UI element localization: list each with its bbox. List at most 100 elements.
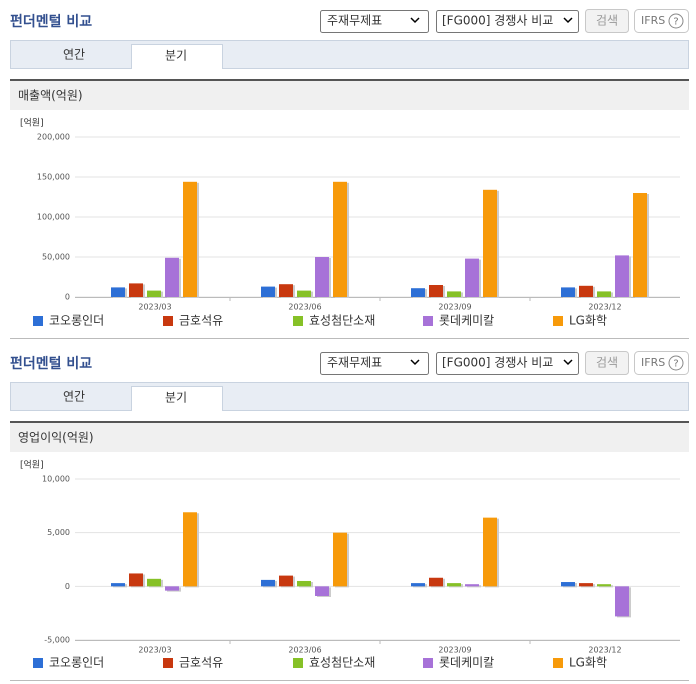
help-text: ? (673, 359, 678, 370)
section-header (10, 80, 689, 110)
select-text: 주재무제표 (327, 14, 382, 28)
bar (279, 575, 293, 587)
tab-bar (10, 40, 689, 69)
bar (411, 583, 425, 587)
help-icon (668, 13, 684, 29)
bar (297, 580, 311, 587)
unit-label: [억원] (20, 117, 44, 129)
bar (333, 181, 347, 297)
bar (183, 512, 197, 587)
tab[interactable]: 연간 (63, 390, 85, 404)
legend-label: 코오롱인더 (49, 656, 104, 670)
legend-label: 효성첨단소재 (309, 314, 375, 328)
bar (297, 290, 311, 297)
legend-label: LG화학 (569, 656, 607, 670)
panel-title: 펀더멘털 비교 (10, 355, 92, 372)
select[interactable] (320, 10, 429, 33)
x-tick-label: 2023/03 (138, 646, 171, 655)
bar (165, 586, 179, 591)
y-tick-label: 0 (65, 293, 70, 302)
y-tick-label: 200,000 (37, 133, 70, 142)
bar (315, 257, 329, 297)
bar (633, 193, 647, 297)
bar (483, 189, 497, 297)
x-tick-label: 2023/06 (288, 303, 321, 312)
legend-label: 금호석유 (179, 314, 223, 328)
select-text: [FG000] 경쟁사 비교 (442, 356, 553, 370)
bar (411, 288, 425, 297)
bar (579, 285, 593, 297)
button-text: 검색 (596, 356, 618, 370)
select[interactable] (436, 352, 579, 375)
x-tick-label: 2023/03 (138, 303, 171, 312)
x-tick-label: 2023/09 (438, 646, 471, 655)
tab-selected[interactable] (131, 386, 223, 411)
bar (465, 258, 479, 297)
search-button[interactable] (585, 351, 629, 375)
bar (615, 586, 629, 617)
bar (261, 579, 275, 587)
tab-selected[interactable] (131, 44, 223, 69)
bar (315, 586, 329, 596)
y-tick-label: 5,000 (47, 528, 70, 537)
bar (615, 255, 629, 297)
tab[interactable]: 분기 (165, 49, 187, 63)
legend-swatch (553, 316, 563, 326)
y-tick-label: 150,000 (37, 173, 70, 182)
select[interactable] (436, 10, 579, 33)
y-tick-label: 50,000 (42, 253, 70, 262)
chevron (563, 359, 573, 366)
bar (147, 290, 161, 297)
legend-swatch (423, 316, 433, 326)
x-tick-label: 2023/09 (438, 303, 471, 312)
legend-swatch (33, 658, 43, 668)
tab[interactable]: 분기 (165, 391, 187, 405)
panel-title: 펀더멘털 비교 (10, 13, 92, 30)
bar (111, 583, 125, 587)
legend-swatch (163, 316, 173, 326)
x-tick-label: 2023/12 (588, 646, 621, 655)
legend-swatch (553, 658, 563, 668)
legend-label: 효성첨단소재 (309, 656, 375, 670)
bar (429, 577, 443, 587)
bar (429, 285, 443, 297)
chevron (410, 359, 420, 366)
search-button[interactable] (585, 9, 629, 33)
bar (183, 181, 197, 297)
help-icon (668, 355, 684, 371)
bar (483, 517, 497, 587)
legend-swatch (293, 316, 303, 326)
legend-swatch (293, 658, 303, 668)
help-text: ? (673, 17, 678, 28)
y-tick-label: 10,000 (42, 475, 70, 484)
ifrs-box[interactable] (634, 9, 689, 33)
select[interactable] (320, 352, 429, 375)
bar (165, 257, 179, 297)
bar (111, 287, 125, 297)
legend-label: LG화학 (569, 314, 607, 328)
bar (447, 291, 461, 297)
tab-bar (10, 382, 689, 411)
y-tick-label: 0 (65, 582, 70, 591)
legend-swatch (423, 658, 433, 668)
legend-label: 금호석유 (179, 656, 223, 670)
unit-label: [억원] (20, 459, 44, 471)
section-title: 영업이익(억원) (18, 431, 94, 445)
bar (597, 584, 611, 587)
section-title: 매출액(억원) (18, 89, 83, 103)
bar (579, 583, 593, 587)
legend-label: 롯데케미칼 (439, 656, 494, 670)
bar (561, 287, 575, 297)
legend-swatch (163, 658, 173, 668)
legend-label: 코오롱인더 (49, 314, 104, 328)
select-text: 주재무제표 (327, 356, 382, 370)
x-tick-label: 2023/06 (288, 646, 321, 655)
ifrs-text: IFRS (641, 14, 665, 27)
bar (147, 578, 161, 587)
tab[interactable]: 연간 (63, 48, 85, 62)
bar (333, 532, 347, 587)
legend-swatch (33, 316, 43, 326)
bar (129, 283, 143, 297)
ifrs-box[interactable] (634, 351, 689, 375)
